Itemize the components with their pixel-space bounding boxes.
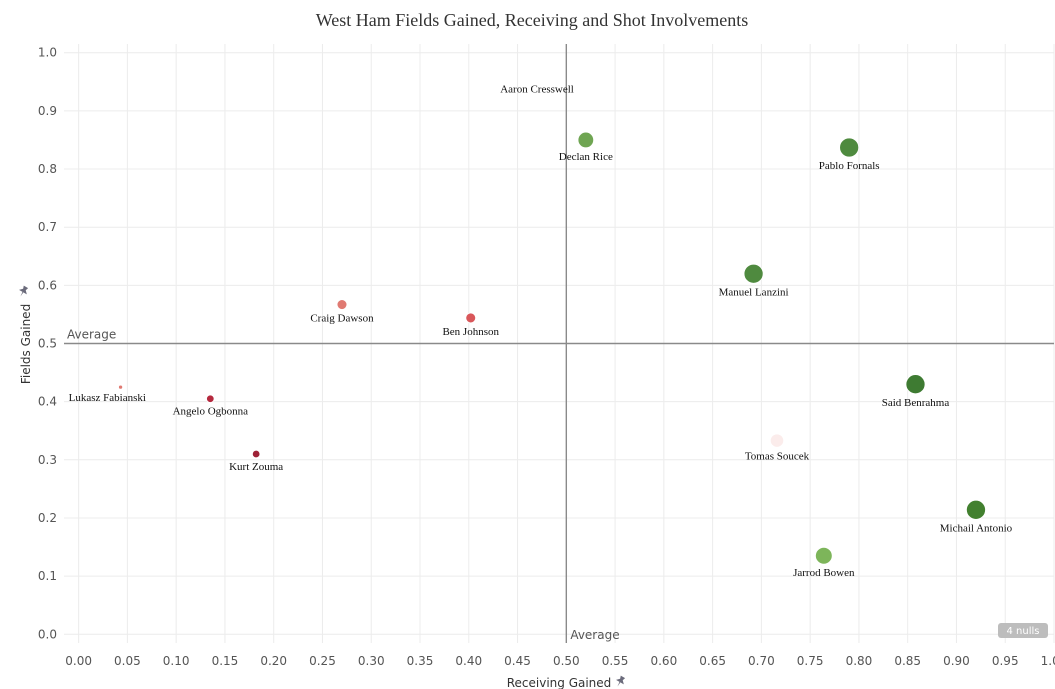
x-tick-label: 0.40 xyxy=(455,654,482,668)
y-tick-label: 0.6 xyxy=(38,278,57,292)
x-tick-label: 0.35 xyxy=(407,654,434,668)
point-label: Ben Johnson xyxy=(442,326,499,338)
axes: 0.00 0.05 0.10 0.15 0.20 0.25 0.30 0.35 0.40 0.45… xyxy=(38,46,1055,668)
y-tick-label: 0.8 xyxy=(38,162,57,176)
x-tick-label: 0.85 xyxy=(894,654,921,668)
y-tick-label: 1.0 xyxy=(38,46,57,60)
y-average-label: Average xyxy=(67,328,116,342)
point-labels: Aaron Cresswell Declan Rice Pablo Fornals M… xyxy=(69,83,1013,579)
y-tick-label: 0.9 xyxy=(38,104,57,118)
x-axis-title: Receiving Gained xyxy=(507,676,612,689)
data-point[interactable] xyxy=(577,131,595,149)
point-label: Angelo Ogbonna xyxy=(173,406,249,418)
x-tick-label: 0.50 xyxy=(553,654,580,668)
point-label: Jarrod Bowen xyxy=(793,567,855,579)
data-point[interactable] xyxy=(251,449,261,459)
data-point[interactable] xyxy=(815,546,833,565)
data-points xyxy=(118,131,986,565)
x-tick-label: 0.10 xyxy=(163,654,190,668)
y-tick-label: 0.7 xyxy=(38,220,57,234)
data-point[interactable] xyxy=(465,312,477,324)
point-label: Pablo Fornals xyxy=(819,160,880,172)
x-tick-label: 0.25 xyxy=(309,654,336,668)
x-tick-label: 0.70 xyxy=(748,654,775,668)
nulls-badge[interactable]: 4 nulls xyxy=(998,623,1048,638)
x-tick-label: 0.90 xyxy=(943,654,970,668)
y-tick-label: 0.3 xyxy=(38,453,57,467)
x-tick-label: 0.00 xyxy=(65,654,92,668)
x-tick-label: 0.20 xyxy=(260,654,287,668)
point-label: Aaron Cresswell xyxy=(500,83,574,95)
data-point[interactable] xyxy=(905,374,926,395)
x-tick-label: 0.15 xyxy=(212,654,239,668)
x-tick-label: 0.75 xyxy=(797,654,824,668)
y-tick-label: 0.1 xyxy=(38,569,57,583)
x-tick-label: 0.55 xyxy=(602,654,629,668)
y-tick-label: 0.5 xyxy=(38,337,57,351)
point-label: Lukasz Fabianski xyxy=(69,392,146,404)
data-point[interactable] xyxy=(336,299,348,310)
point-label: Tomas Soucek xyxy=(745,450,810,462)
data-point[interactable] xyxy=(118,384,124,390)
x-tick-label: 0.60 xyxy=(650,654,677,668)
data-point[interactable] xyxy=(206,394,215,403)
y-axis-title: Fields Gained xyxy=(19,304,33,384)
x-tick-label: 0.95 xyxy=(992,654,1019,668)
data-point[interactable] xyxy=(839,137,860,158)
y-axis-pin-icon[interactable] xyxy=(17,285,30,299)
y-tick-label: 0.4 xyxy=(38,395,57,409)
x-tick-label: 1.00 xyxy=(1041,654,1055,668)
nulls-badge-text: 4 nulls xyxy=(1007,626,1040,637)
x-tick-label: 0.65 xyxy=(699,654,726,668)
data-point[interactable] xyxy=(769,433,785,448)
point-label: Kurt Zouma xyxy=(229,461,283,473)
reference-lines: Average Average xyxy=(64,44,1054,643)
x-average-label: Average xyxy=(570,628,619,642)
y-tick-label: 0.0 xyxy=(38,627,57,641)
point-label: Michail Antonio xyxy=(940,522,1013,534)
x-axis-pin-icon[interactable] xyxy=(614,675,627,689)
data-point[interactable] xyxy=(743,263,764,284)
point-label: Said Benrahma xyxy=(882,397,950,409)
x-tick-label: 0.05 xyxy=(114,654,141,668)
y-tick-label: 0.2 xyxy=(38,511,57,525)
x-tick-label: 0.30 xyxy=(358,654,385,668)
point-label: Manuel Lanzini xyxy=(719,286,789,298)
x-tick-label: 0.80 xyxy=(846,654,873,668)
data-point[interactable] xyxy=(966,499,986,520)
chart-title: West Ham Fields Gained, Receiving and Sh… xyxy=(316,10,748,30)
x-tick-label: 0.45 xyxy=(504,654,531,668)
point-label: Craig Dawson xyxy=(310,312,374,324)
point-label: Declan Rice xyxy=(559,151,613,163)
